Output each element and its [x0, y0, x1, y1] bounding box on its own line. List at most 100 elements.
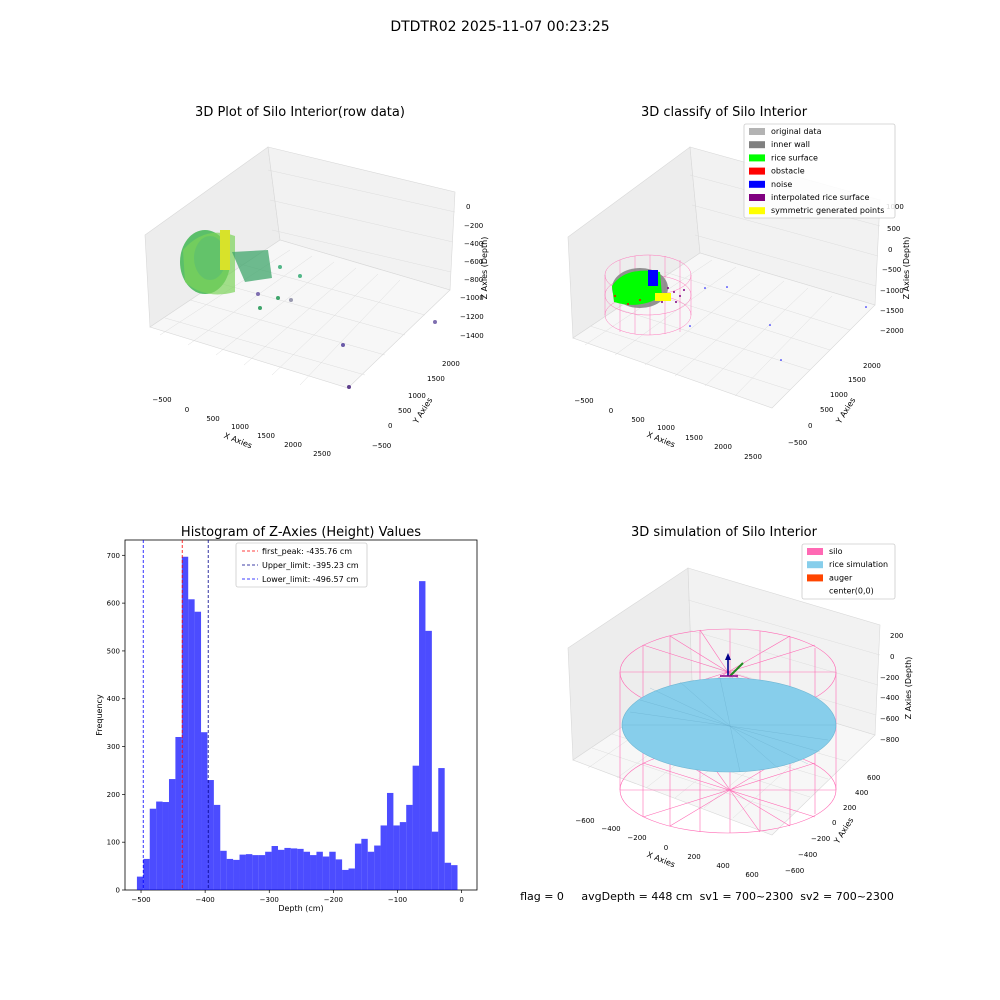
svg-text:2000: 2000	[863, 362, 881, 370]
figure-suptitle: DTDTR02 2025-11-07 00:23:25	[390, 19, 609, 35]
classify-z-tick-labels: 1000 500 0 −500 −1000 −1500 −2000	[880, 203, 904, 335]
legend-swatch	[749, 128, 765, 135]
svg-text:−400: −400	[464, 240, 483, 248]
legend-label: symmetric generated points	[771, 206, 884, 215]
hist-bar	[451, 865, 458, 890]
hist-x-tick-label: −100	[388, 896, 407, 904]
legend-swatch	[749, 141, 765, 149]
hist-bar	[265, 851, 272, 890]
svg-text:400: 400	[716, 862, 729, 870]
hist-bar	[220, 850, 227, 890]
legend-label: interpolated rice surface	[771, 193, 869, 202]
hist-bar	[329, 851, 336, 890]
svg-text:200: 200	[890, 632, 903, 640]
classify-x-label: X Axies	[646, 430, 677, 449]
svg-text:600: 600	[867, 774, 880, 782]
hist-bar	[252, 855, 259, 890]
hist-bar	[361, 838, 368, 890]
hist-bar	[438, 768, 445, 890]
raw-x-tick-labels: −500 0 500 1000 1500 2000 2500	[152, 396, 331, 458]
svg-text:200: 200	[687, 853, 700, 861]
svg-text:0: 0	[888, 246, 892, 254]
status-line: flag = 0 avgDepth = 448 cm sv1 = 700~230…	[520, 890, 894, 903]
hist-bar	[399, 822, 407, 890]
hist-bar	[444, 862, 452, 890]
svg-text:1500: 1500	[257, 432, 275, 440]
classify-legend: original data inner wall rice surface obsta…	[743, 123, 896, 219]
hist-title: Histogram of Z-Axies (Height) Values	[181, 525, 421, 540]
hist-bar	[380, 825, 387, 890]
hist-bar	[194, 611, 202, 890]
classify-y-tick-labels: −500 0 500 1000 1500 2000	[788, 362, 881, 447]
svg-text:−1000: −1000	[460, 294, 484, 302]
legend-label: rice simulation	[829, 560, 888, 569]
hist-x-tick-label: −500	[131, 896, 150, 904]
classify-point-cloud	[604, 254, 867, 361]
hist-bar	[156, 801, 163, 890]
svg-text:2500: 2500	[744, 453, 762, 461]
raw-y-label: Y Axies	[411, 396, 435, 426]
hist-bar	[354, 843, 362, 890]
hist-x-tick-label: −400	[196, 896, 215, 904]
classify-z-label: Z Axies (Depth)	[902, 237, 911, 300]
svg-text:−400: −400	[880, 694, 899, 702]
hist-bar	[284, 847, 291, 890]
svg-text:−500: −500	[372, 442, 391, 450]
svg-text:1500: 1500	[848, 376, 866, 384]
svg-text:1000: 1000	[830, 391, 848, 399]
hist-y-label: Frequency	[95, 694, 104, 736]
svg-text:−500: −500	[882, 266, 901, 274]
svg-text:2000: 2000	[714, 443, 732, 451]
svg-text:200: 200	[843, 804, 856, 812]
svg-text:−600: −600	[880, 715, 899, 723]
hist-y-tick-label: 400	[107, 695, 120, 703]
legend-label: silo	[829, 547, 843, 556]
hist-y-tick-label: 600	[107, 600, 120, 608]
hist-bar	[207, 780, 214, 890]
hist-bar	[175, 736, 182, 890]
svg-text:−800: −800	[464, 276, 483, 284]
legend-label: original data	[771, 127, 822, 136]
svg-text:2000: 2000	[284, 441, 302, 449]
hist-bar	[136, 876, 144, 890]
hist-bar	[412, 765, 420, 890]
hist-legend-label: Lower_limit: -496.57 cm	[262, 575, 359, 584]
hist-bar	[271, 846, 278, 890]
svg-text:−200: −200	[627, 834, 646, 842]
hist-x-tick-label: −300	[260, 896, 279, 904]
hist-bar	[168, 779, 176, 890]
svg-text:−1400: −1400	[460, 332, 484, 340]
svg-text:−500: −500	[574, 397, 593, 405]
hist-legend: first_peak: -435.76 cm Upper_limit: -395.…	[235, 542, 368, 588]
svg-text:1000: 1000	[657, 424, 675, 432]
svg-text:−2000: −2000	[880, 327, 904, 335]
svg-text:−600: −600	[464, 258, 483, 266]
svg-text:0: 0	[466, 203, 470, 211]
svg-text:−600: −600	[575, 817, 594, 825]
legend-swatch	[749, 180, 765, 188]
svg-text:600: 600	[745, 871, 758, 879]
svg-text:−500: −500	[152, 396, 171, 404]
svg-text:0: 0	[609, 407, 613, 415]
legend-swatch	[749, 167, 765, 175]
svg-text:1500: 1500	[427, 375, 445, 383]
raw-z-tick-labels: 0 −200 −400 −600 −800 −1000 −1200 −1400	[460, 203, 484, 340]
classify-axes-box	[567, 146, 881, 409]
hist-bar	[310, 855, 317, 890]
svg-text:400: 400	[855, 789, 868, 797]
simulation-title: 3D simulation of Silo Interior	[631, 525, 818, 540]
hist-bar	[245, 854, 253, 890]
hist-bar	[348, 868, 355, 890]
panel-raw-3d: 3D Plot of Silo Interior(row data)	[144, 105, 489, 458]
hist-bar	[226, 858, 234, 890]
simulation-y-tick-labels: −600 −400 −200 0 200 400 600	[785, 774, 880, 875]
svg-text:−500: −500	[788, 439, 807, 447]
hist-bar	[188, 599, 195, 890]
classify-x-tick-labels: −500 0 500 1000 1500 2000 2500	[574, 397, 762, 461]
svg-text:−400: −400	[601, 825, 620, 833]
hist-x-ticks: −500 −400 −300 −200 −100 0	[131, 890, 464, 904]
svg-text:−400: −400	[798, 851, 817, 859]
hist-bar	[290, 848, 298, 890]
hist-legend-label: first_peak: -435.76 cm	[262, 547, 352, 556]
